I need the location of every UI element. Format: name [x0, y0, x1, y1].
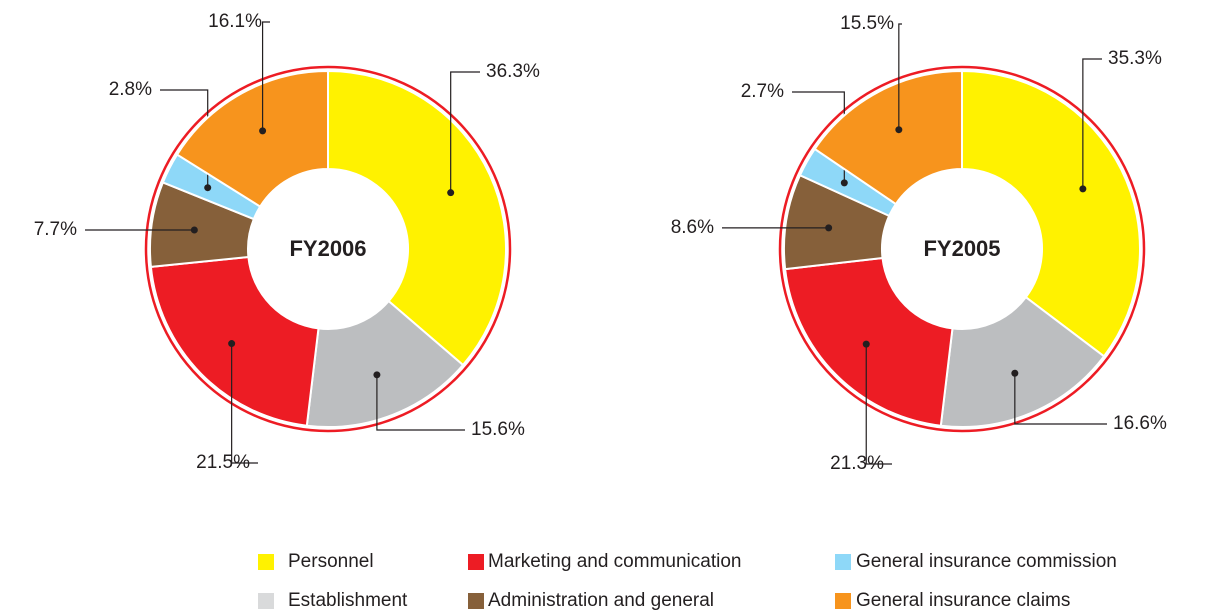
data-label: 16.1% — [208, 11, 262, 32]
legend-swatch — [835, 593, 851, 609]
data-label: 15.5% — [840, 13, 894, 34]
donut-slice — [939, 295, 1106, 428]
data-label: 16.6% — [1113, 413, 1167, 434]
legend-label: Marketing and communication — [488, 551, 741, 572]
leader-line — [450, 71, 480, 193]
data-label: 7.7% — [34, 219, 77, 240]
donut-slice — [175, 69, 329, 208]
leader-dot — [373, 371, 381, 379]
leader-dot — [862, 340, 870, 348]
leader-dot — [1079, 185, 1087, 193]
legend-label: Administration and general — [488, 590, 714, 611]
chart-title: FY2006 — [289, 236, 366, 261]
legend-swatch — [258, 554, 274, 570]
data-label: 15.6% — [471, 419, 525, 440]
leader-dot — [840, 179, 848, 187]
leader-dot — [204, 184, 212, 192]
legend-swatch — [835, 554, 851, 570]
legend-label: General insurance claims — [856, 590, 1070, 611]
donut-slice — [961, 69, 1141, 358]
data-label: 36.3% — [486, 61, 540, 82]
chart-title: FY2005 — [923, 236, 1000, 261]
legend-label: Personnel — [288, 551, 374, 572]
leader-dot — [259, 127, 267, 135]
donut-slice — [149, 255, 320, 427]
outer-ring — [778, 65, 1146, 433]
leader-line — [261, 21, 270, 131]
data-label: 21.5% — [196, 452, 250, 473]
data-label: 8.6% — [671, 217, 714, 238]
data-label: 2.8% — [109, 79, 152, 100]
leader-line — [1014, 373, 1107, 425]
leader-line — [898, 23, 902, 130]
leader-dot — [447, 189, 455, 197]
leader-line — [1082, 58, 1102, 189]
donut-slice — [813, 69, 963, 206]
outer-ring — [144, 65, 512, 433]
legend-swatch — [468, 554, 484, 570]
donut-slice — [305, 299, 465, 428]
leader-dot — [895, 126, 903, 134]
leader-line — [865, 344, 892, 465]
leader-dot — [825, 224, 833, 232]
data-label: 2.7% — [741, 81, 784, 102]
donut-slice — [327, 69, 507, 367]
leader-line — [231, 343, 258, 464]
legend-label: Establishment — [288, 590, 408, 611]
leader-dot — [1011, 369, 1019, 377]
legend-swatch — [468, 593, 484, 609]
leader-line — [376, 374, 465, 431]
leader-dot — [190, 226, 198, 234]
legend-swatch — [258, 593, 274, 609]
data-label: 35.3% — [1108, 48, 1162, 69]
legend-label: General insurance commission — [856, 551, 1117, 572]
leader-dot — [228, 340, 236, 348]
data-label: 21.3% — [830, 453, 884, 474]
